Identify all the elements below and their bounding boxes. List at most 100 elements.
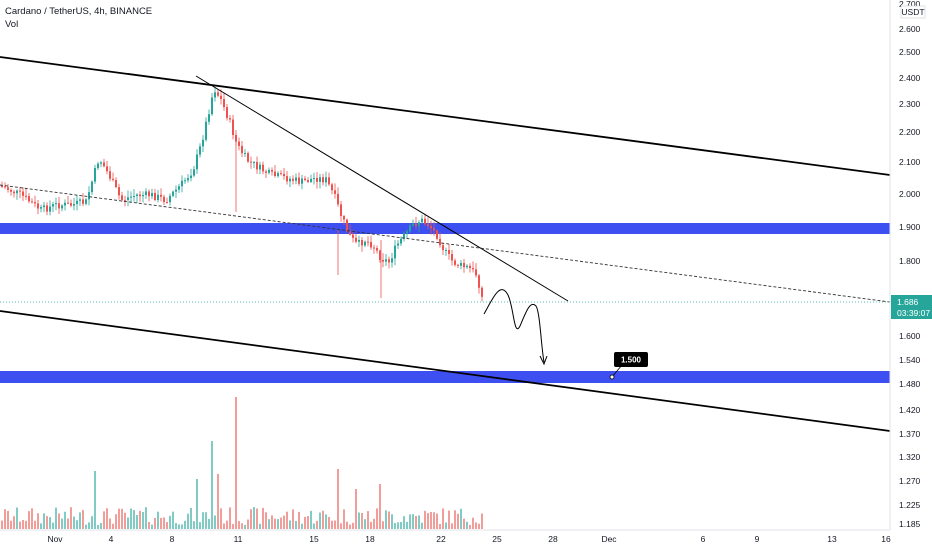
candle-body bbox=[454, 260, 456, 265]
volume-bar bbox=[103, 511, 105, 529]
volume-bar bbox=[406, 521, 408, 529]
candle-body bbox=[175, 189, 177, 192]
channel-lower-line[interactable] bbox=[0, 310, 891, 432]
candle-body bbox=[316, 177, 318, 182]
candle-body bbox=[67, 202, 69, 204]
volume-bar bbox=[256, 508, 258, 529]
volume-bar bbox=[55, 507, 57, 529]
support-zone[interactable] bbox=[0, 371, 890, 383]
candle-body bbox=[328, 177, 330, 185]
candle-body bbox=[124, 199, 126, 201]
candle-body bbox=[238, 141, 240, 146]
candle-body bbox=[373, 247, 375, 249]
volume-bar bbox=[457, 513, 459, 529]
candle-body bbox=[109, 171, 111, 179]
resistance-zone[interactable] bbox=[0, 223, 890, 234]
volume-bar bbox=[436, 513, 438, 529]
volume-bar bbox=[169, 515, 171, 529]
volume-bar bbox=[355, 489, 357, 529]
volume-bar bbox=[70, 507, 72, 529]
volume-bars bbox=[1, 397, 483, 529]
volume-bar bbox=[163, 517, 165, 529]
descending-trendline[interactable] bbox=[195, 75, 569, 302]
candle-body bbox=[82, 199, 84, 204]
volume-bar bbox=[412, 514, 414, 529]
candle-body bbox=[70, 203, 72, 206]
volume-bar bbox=[202, 512, 204, 529]
y-tick-label: 1.480 bbox=[899, 379, 921, 389]
volume-bar bbox=[76, 520, 78, 529]
candle-body bbox=[103, 162, 105, 167]
volume-bar bbox=[118, 508, 120, 529]
candle-body bbox=[178, 186, 180, 190]
x-tick-label: 25 bbox=[492, 534, 502, 544]
volume-bar bbox=[280, 517, 282, 529]
candle-body bbox=[400, 238, 402, 244]
candle-body bbox=[283, 173, 285, 177]
candle-body bbox=[361, 239, 363, 246]
target-callout[interactable]: 1.500 bbox=[609, 352, 648, 380]
candle-body bbox=[37, 203, 39, 209]
volume-bar bbox=[394, 522, 396, 529]
y-tick-label: 1.225 bbox=[899, 500, 921, 510]
candle-body bbox=[406, 231, 408, 234]
y-tick-label: 2.600 bbox=[899, 24, 921, 34]
candle-body bbox=[157, 194, 159, 201]
candle-body bbox=[460, 262, 462, 266]
dashed-trendline[interactable] bbox=[0, 184, 891, 303]
candle-body bbox=[481, 287, 483, 297]
volume-bar bbox=[451, 523, 453, 529]
candle-body bbox=[40, 207, 42, 209]
volume-bar bbox=[424, 510, 426, 529]
candle-body bbox=[421, 218, 423, 223]
volume-bar bbox=[46, 516, 48, 529]
volume-bar bbox=[67, 518, 69, 529]
candle-body bbox=[154, 192, 156, 201]
candle-body bbox=[469, 265, 471, 269]
volume-bar bbox=[445, 522, 447, 529]
candle-body bbox=[415, 223, 417, 226]
volume-bar bbox=[268, 519, 270, 529]
volume-bar bbox=[61, 518, 63, 529]
x-tick-label: 13 bbox=[827, 534, 837, 544]
y-tick-label-partial: 2.700 bbox=[899, 0, 921, 9]
volume-bar bbox=[241, 523, 243, 529]
candle-body bbox=[358, 239, 360, 242]
candle-body bbox=[127, 197, 129, 200]
price-axis[interactable]: 2.600 2.500 2.400 2.300 2.200 2.100 2.000 1.900… bbox=[889, 0, 921, 530]
volume-bar bbox=[58, 513, 60, 529]
candle-body bbox=[205, 121, 207, 140]
volume-bar bbox=[133, 510, 135, 529]
candle-body bbox=[466, 265, 468, 268]
volume-bar bbox=[295, 520, 297, 529]
candle-body bbox=[10, 189, 12, 192]
candle-body bbox=[142, 195, 144, 197]
volume-bar bbox=[214, 515, 216, 529]
volume-bar bbox=[466, 521, 468, 529]
candle-body bbox=[91, 181, 93, 193]
candle-body bbox=[244, 153, 246, 155]
volume-bar bbox=[448, 510, 450, 529]
volume-bar bbox=[472, 517, 474, 529]
time-axis[interactable]: Nov 4 8 11 15 18 22 25 28 Dec 6 9 13 16 bbox=[0, 529, 891, 544]
candle-body bbox=[46, 205, 48, 212]
projection-path[interactable] bbox=[483, 289, 545, 363]
volume-bar bbox=[190, 507, 192, 529]
volume-bar bbox=[370, 521, 372, 529]
volume-bar bbox=[352, 522, 354, 529]
channel-upper-line[interactable] bbox=[0, 56, 891, 176]
volume-bar bbox=[403, 516, 405, 529]
volume-bar bbox=[253, 507, 255, 529]
candle-body bbox=[94, 168, 96, 182]
volume-bar bbox=[193, 521, 195, 529]
volume-bar bbox=[196, 479, 198, 529]
candle-body bbox=[145, 191, 147, 196]
volume-bar bbox=[151, 524, 153, 529]
volume-bar bbox=[139, 510, 141, 529]
volume-bar bbox=[106, 508, 108, 529]
candle-body bbox=[196, 154, 198, 170]
x-tick-label: 18 bbox=[365, 534, 375, 544]
volume-bar bbox=[28, 511, 30, 529]
volume-bar bbox=[277, 519, 279, 529]
